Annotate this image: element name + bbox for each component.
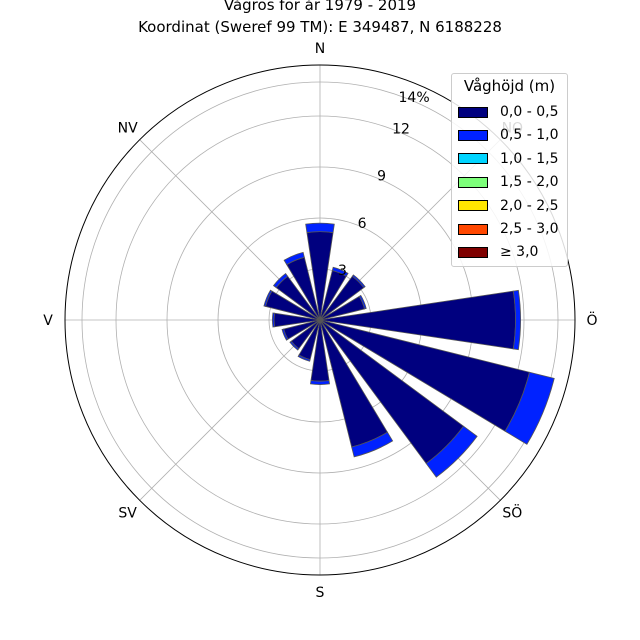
legend-swatch [458,246,488,258]
legend-title: Våghöjd (m) [463,77,556,95]
legend-item: 0,0 - 0,5 [458,102,558,122]
legend-swatch [458,223,488,235]
direction-label-sv: SV [118,505,137,521]
radial-tick-label: 3 [338,263,347,279]
bar-segment [504,371,555,445]
legend-item: 1,0 - 1,5 [458,149,558,169]
bar-segment [512,289,522,351]
legend-item: 2,5 - 3,0 [458,219,558,239]
bar-segment [289,340,300,351]
legend-item: ≥ 3,0 [458,242,538,262]
direction-label-nv: NV [118,121,138,137]
legend-label: 2,5 - 3,0 [500,221,559,237]
plot-frame [64,64,576,576]
bar-segment [272,272,289,289]
direction-label-ö: Ö [586,311,597,329]
legend-label: 0,5 - 1,0 [500,127,559,144]
legend-swatch [458,153,488,165]
bar-segment [351,274,366,289]
bar-segment [309,380,331,385]
bar-segment [271,312,276,328]
radial-tick-label: 6 [358,216,367,232]
rose-bars [263,222,555,478]
legend: Våghöjd (m) 0,0 - 0,5 0,5 - 1,0 1,0 - 1,5 1… [451,73,568,267]
legend-item: 0,5 - 1,0 [458,125,558,145]
bar-segment [351,431,394,458]
legend-swatch [458,200,488,212]
radial-tick-label: 12 [392,122,410,138]
legend-swatch [458,129,488,141]
grid-ring [81,81,559,559]
bar-segment [283,251,305,266]
direction-label-n: N [315,41,325,57]
bar-segment [297,354,311,362]
legend-item: 1,5 - 2,0 [458,172,558,192]
bar-segment [305,222,335,234]
direction-label-v: V [43,313,53,329]
bar-segment [331,266,349,277]
chart-subtitle: Koordinat (Sweref 99 TM): E 349487, N 61… [138,18,502,36]
direction-label-s: S [316,585,325,601]
spoke-sv [139,319,321,501]
legend-swatch [458,106,488,118]
direction-label-sö: SÖ [502,503,522,521]
bar-segment [358,294,367,310]
radial-tick-label: 14% [399,90,430,106]
radial-tick-label: 9 [377,169,386,185]
bar-segment [319,290,516,350]
bar-segment [281,328,289,341]
bar-segment [263,289,273,307]
legend-label: 1,5 - 2,0 [500,174,559,191]
chart-title: Vågros för år 1979 - 2019 [223,0,417,14]
bar-segment [425,425,478,478]
legend-item: 2,0 - 2,5 [458,196,558,216]
legend-label: 0,0 - 0,5 [500,104,559,120]
legend-swatch [458,176,488,188]
legend-label: ≥ 3,0 [500,244,539,261]
legend-label: 1,0 - 1,5 [500,150,559,167]
grid-ring [115,115,525,525]
bar-segment [306,231,334,321]
legend-label: 2,0 - 2,5 [500,197,559,214]
